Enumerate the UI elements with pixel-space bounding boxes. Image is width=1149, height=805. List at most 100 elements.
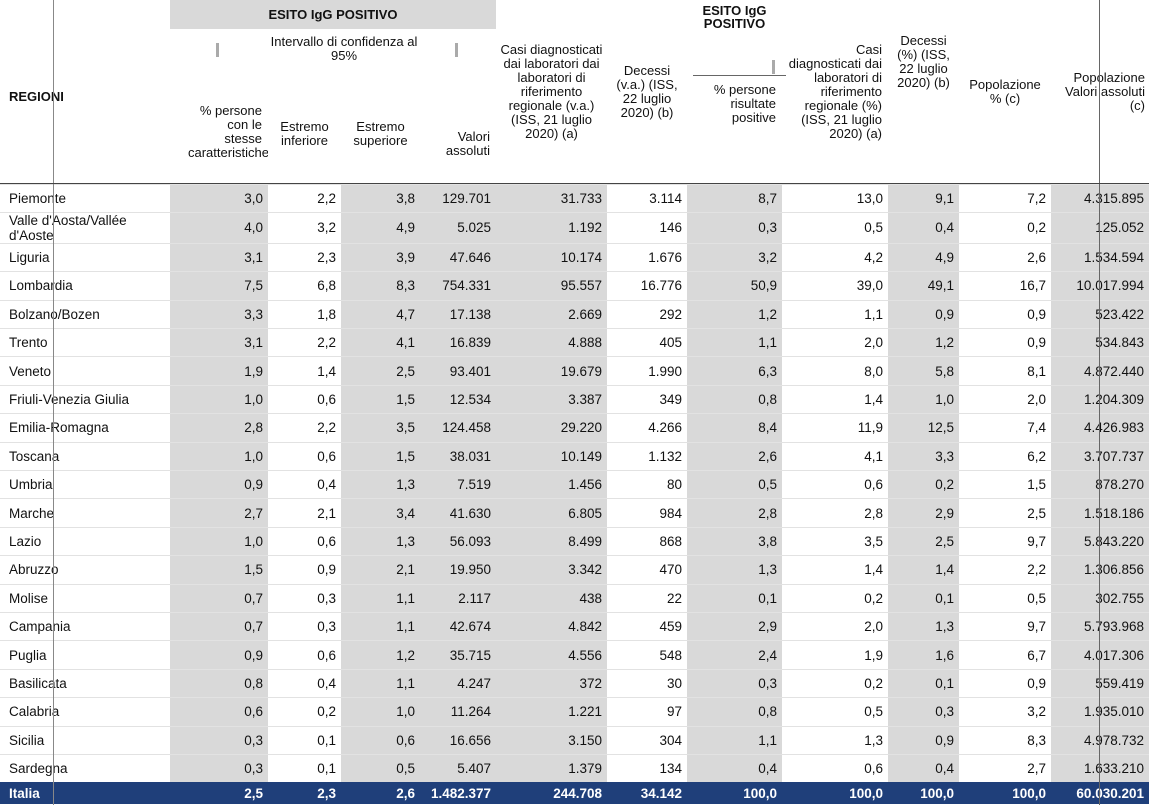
cell-dec: 304 <box>607 725 687 755</box>
total-dec-pct: 100,0 <box>888 782 959 805</box>
header-tick <box>455 43 458 57</box>
header-subrule <box>693 75 786 76</box>
cell-pop: 4.978.732 <box>1051 725 1149 755</box>
cell-dec-pct: 0,1 <box>888 583 959 613</box>
cell-pop: 302.755 <box>1051 583 1149 613</box>
cell-pos: 2,8 <box>687 498 782 528</box>
cell-inf: 0,3 <box>268 583 341 613</box>
cell-casi: 4.556 <box>496 640 607 670</box>
cell-dec-pct: 0,3 <box>888 697 959 727</box>
cell-inf: 1,8 <box>268 299 341 329</box>
cell-dec: 349 <box>607 384 687 414</box>
header-pct-persone: % persone con le stesse caratteristiche <box>188 102 268 160</box>
cell-casi-pct: 1,3 <box>782 725 888 755</box>
cell-casi-pct: 1,4 <box>782 384 888 414</box>
cell-casi: 3.342 <box>496 555 607 585</box>
cell-casi: 3.387 <box>496 384 607 414</box>
cell-pos: 1,1 <box>687 328 782 357</box>
header-pct-risultate: % persone risultate positive <box>713 82 776 125</box>
header-regioni: REGIONI <box>9 88 64 104</box>
cell-dec: 4.266 <box>607 413 687 443</box>
cell-abs: 42.674 <box>420 611 496 641</box>
cell-pos: 0,8 <box>687 384 782 414</box>
cell-pop-pct: 2,6 <box>959 242 1051 272</box>
cell-casi-pct: 1,4 <box>782 555 888 585</box>
cell-pct: 1,0 <box>170 441 268 471</box>
header-decessi-va: Decessi (v.a.) (ISS, 22 luglio 2020) (b) <box>616 62 678 120</box>
header-intervallo: Intervallo di confidenza al 95% <box>270 34 418 63</box>
cell-region: Basilicata <box>0 668 170 698</box>
cell-dec: 868 <box>607 526 687 556</box>
cell-pct: 0,7 <box>170 583 268 613</box>
cell-inf: 0,4 <box>268 470 341 499</box>
cell-casi: 6.805 <box>496 498 607 528</box>
cell-pct: 4,0 <box>170 211 268 244</box>
cell-dec: 1.676 <box>607 242 687 272</box>
cell-pos: 2,6 <box>687 441 782 471</box>
table-row: Basilicata 0,8 0,4 1,1 4.247 372 30 0,3 0,2 0,1 0,… <box>0 668 1149 698</box>
cell-dec-pct: 1,0 <box>888 384 959 414</box>
cell-abs: 2.117 <box>420 583 496 613</box>
header-esito-igg-1: ESITO IgG POSITIVO <box>170 0 496 29</box>
cell-inf: 2,1 <box>268 498 341 528</box>
cell-casi-pct: 2,0 <box>782 611 888 641</box>
cell-abs: 93.401 <box>420 356 496 386</box>
cell-casi-pct: 2,8 <box>782 498 888 528</box>
header-casi-pct: Casi diagnosticati dai laboratori di rif… <box>788 41 882 141</box>
cell-casi: 8.499 <box>496 526 607 556</box>
table-row: Lombardia 7,5 6,8 8,3 754.331 95.557 16.776 50,… <box>0 271 1149 301</box>
cell-casi: 3.150 <box>496 725 607 755</box>
cell-sup: 4,7 <box>341 299 420 329</box>
cell-pct: 3,3 <box>170 299 268 329</box>
cell-abs: 5.407 <box>420 753 496 783</box>
cell-pos: 1,2 <box>687 299 782 329</box>
cell-sup: 1,3 <box>341 526 420 556</box>
cell-pct: 1,5 <box>170 555 268 585</box>
cell-pop: 5.843.220 <box>1051 526 1149 556</box>
cell-casi: 1.221 <box>496 697 607 727</box>
cell-sup: 1,2 <box>341 640 420 670</box>
cell-pct: 1,0 <box>170 384 268 414</box>
table-row: Veneto 1,9 1,4 2,5 93.401 19.679 1.990 6,3 8,0 5,… <box>0 356 1149 386</box>
cell-inf: 0,2 <box>268 697 341 727</box>
total-region: Italia <box>0 782 170 805</box>
cell-sup: 1,3 <box>341 470 420 499</box>
cell-pct: 0,9 <box>170 470 268 499</box>
cell-inf: 2,2 <box>268 328 341 357</box>
cell-dec-pct: 0,9 <box>888 299 959 329</box>
table-row: Friuli-Venezia Giulia 1,0 0,6 1,5 12.534 3.38… <box>0 384 1149 414</box>
cell-pop-pct: 1,5 <box>959 470 1051 499</box>
cell-region: Toscana <box>0 441 170 471</box>
cell-dec-pct: 3,3 <box>888 441 959 471</box>
cell-pop-pct: 2,0 <box>959 384 1051 414</box>
cell-pos: 3,2 <box>687 242 782 272</box>
cell-casi: 1.379 <box>496 753 607 783</box>
table-row: Liguria 3,1 2,3 3,9 47.646 10.174 1.676 3,2 4,2 4… <box>0 242 1149 272</box>
cell-inf: 0,6 <box>268 640 341 670</box>
cell-region: Marche <box>0 498 170 528</box>
table-row: Toscana 1,0 0,6 1,5 38.031 10.149 1.132 2,6 4,1 3… <box>0 441 1149 471</box>
total-abs: 1.482.377 <box>420 782 496 805</box>
cell-casi: 29.220 <box>496 413 607 443</box>
cell-dec-pct: 5,8 <box>888 356 959 386</box>
cell-dec: 30 <box>607 668 687 698</box>
cell-dec: 97 <box>607 697 687 727</box>
cell-sup: 0,6 <box>341 725 420 755</box>
column-divider <box>1099 0 1100 805</box>
cell-dec-pct: 0,1 <box>888 668 959 698</box>
cell-pop-pct: 7,4 <box>959 413 1051 443</box>
cell-inf: 0,1 <box>268 725 341 755</box>
cell-dec-pct: 1,3 <box>888 611 959 641</box>
cell-casi: 2.669 <box>496 299 607 329</box>
cell-dec-pct: 0,9 <box>888 725 959 755</box>
cell-pop-pct: 0,9 <box>959 299 1051 329</box>
header-bottom-rule <box>0 183 1149 184</box>
cell-region: Veneto <box>0 356 170 386</box>
table-row: Lazio 1,0 0,6 1,3 56.093 8.499 868 3,8 3,5 2,5 9,7… <box>0 526 1149 556</box>
cell-sup: 2,5 <box>341 356 420 386</box>
cell-pos: 2,4 <box>687 640 782 670</box>
cell-abs: 124.458 <box>420 413 496 443</box>
cell-sup: 1,0 <box>341 697 420 727</box>
cell-pct: 3,1 <box>170 328 268 357</box>
